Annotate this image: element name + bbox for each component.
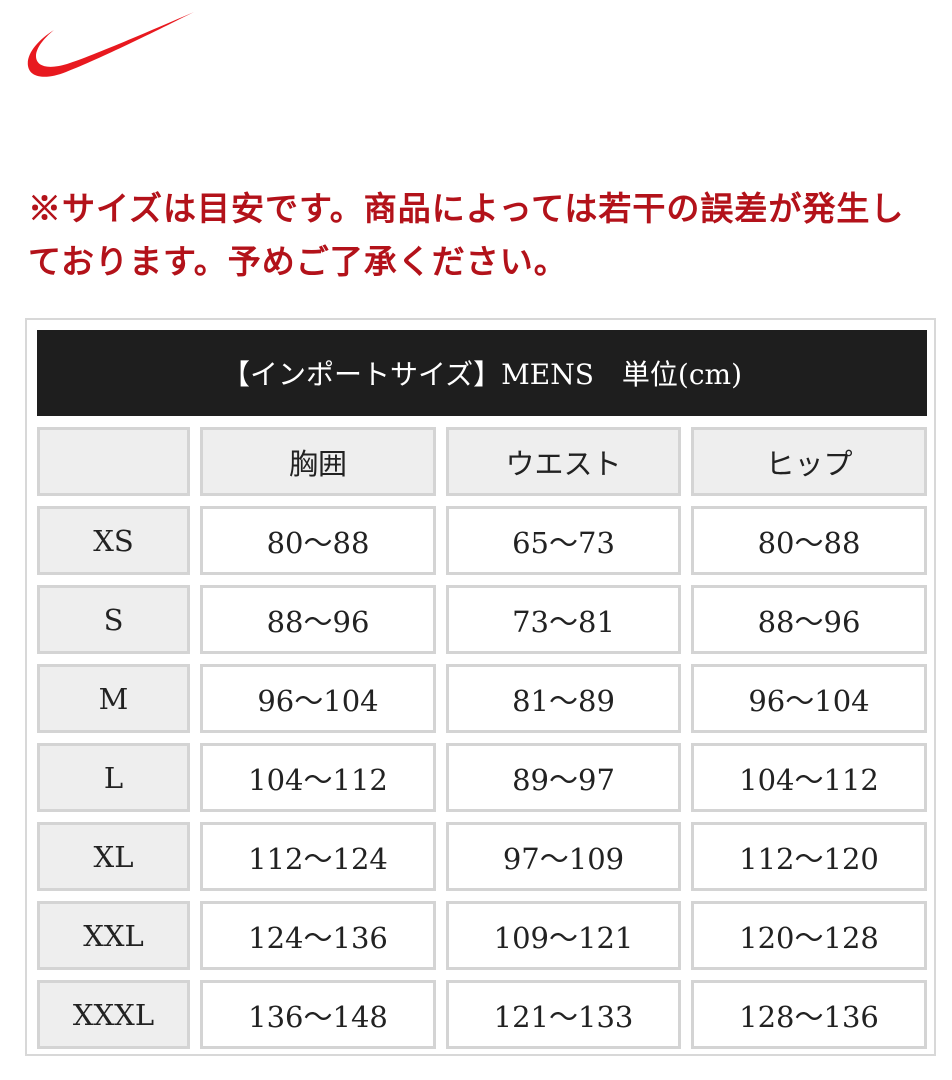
table-cell: 128〜136: [691, 980, 927, 1049]
table-cell: 65〜73: [446, 506, 681, 575]
table-cell: 96〜104: [691, 664, 927, 733]
size-label: S: [37, 585, 190, 654]
size-label: XL: [37, 822, 190, 891]
table-cell: 121〜133: [446, 980, 681, 1049]
table-cell: 88〜96: [200, 585, 436, 654]
table-title: 【インポートサイズ】MENS 単位(cm): [37, 330, 927, 416]
table-cell: 124〜136: [200, 901, 436, 970]
table-cell: 73〜81: [446, 585, 681, 654]
table-cell: 89〜97: [446, 743, 681, 812]
size-label: XXXL: [37, 980, 190, 1049]
size-notice-line-2: ております。予めご了承ください。: [28, 242, 568, 281]
column-header: 胸囲: [200, 427, 436, 496]
size-label: XS: [37, 506, 190, 575]
column-header: [37, 427, 190, 496]
table-cell: 112〜124: [200, 822, 436, 891]
nike-swoosh-logo: [27, 12, 195, 77]
table-cell: 80〜88: [691, 506, 927, 575]
table-cell: 80〜88: [200, 506, 436, 575]
table-cell: 112〜120: [691, 822, 927, 891]
size-label: L: [37, 743, 190, 812]
column-header: ヒップ: [691, 427, 927, 496]
table-cell: 109〜121: [446, 901, 681, 970]
table-cell: 97〜109: [446, 822, 681, 891]
size-label: M: [37, 664, 190, 733]
table-cell: 81〜89: [446, 664, 681, 733]
table-cell: 104〜112: [691, 743, 927, 812]
size-notice-line-1: ※サイズは目安です。商品によっては若干の誤差が発生し: [28, 189, 905, 228]
size-grid: 胸囲 ウエスト ヒップ XS 80〜88 65〜73 80〜88 S 88〜96 73〜81 88〜…: [37, 427, 927, 1049]
table-cell: 120〜128: [691, 901, 927, 970]
column-header: ウエスト: [446, 427, 681, 496]
table-cell: 136〜148: [200, 980, 436, 1049]
table-cell: 88〜96: [691, 585, 927, 654]
table-cell: 104〜112: [200, 743, 436, 812]
size-chart-table: 【インポートサイズ】MENS 単位(cm) 胸囲 ウエスト ヒップ XS 80〜88 65…: [25, 318, 936, 1056]
table-cell: 96〜104: [200, 664, 436, 733]
size-label: XXL: [37, 901, 190, 970]
